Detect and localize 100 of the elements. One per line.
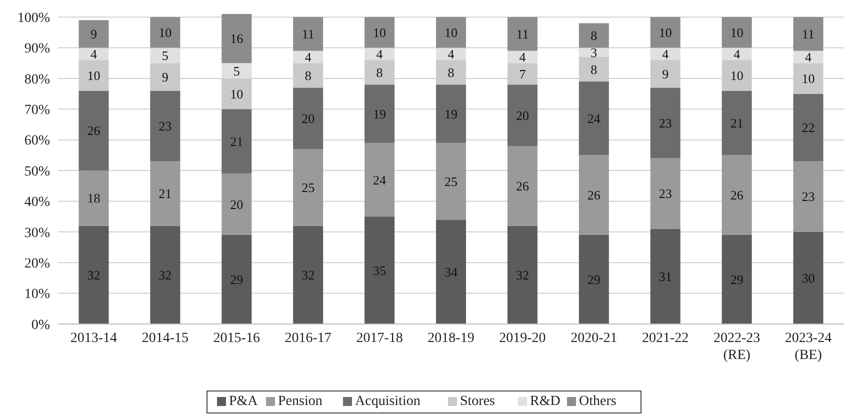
x-tick-label: 2019-20 xyxy=(499,331,546,346)
data-label: 10 xyxy=(658,24,672,40)
y-tick-label: 100% xyxy=(17,10,50,26)
data-label: 4 xyxy=(448,46,455,62)
data-label: 29 xyxy=(730,272,744,288)
bar xyxy=(150,226,180,324)
data-label: 20 xyxy=(230,196,244,212)
x-tick-label: 2023-24 (BE) xyxy=(784,331,832,363)
y-tick-label: 90% xyxy=(24,42,50,57)
data-label: 8 xyxy=(448,64,454,80)
data-label: 10 xyxy=(230,86,244,102)
data-label: 8 xyxy=(304,68,312,83)
bar xyxy=(436,48,466,60)
data-label: 25 xyxy=(302,180,315,195)
bar xyxy=(578,23,609,48)
data-label: 23 xyxy=(658,116,672,131)
bar xyxy=(650,17,680,48)
bar xyxy=(793,50,824,64)
data-label: 18 xyxy=(87,190,100,206)
bar xyxy=(722,234,752,324)
bar xyxy=(578,82,609,156)
data-label: 10 xyxy=(730,68,744,83)
legend-label: R&D xyxy=(530,394,560,409)
data-label: 10 xyxy=(87,68,100,83)
data-label: 11 xyxy=(302,26,314,42)
bar xyxy=(293,17,324,51)
data-label: 26 xyxy=(516,178,530,194)
bar xyxy=(150,90,180,162)
bar xyxy=(78,48,109,60)
data-label: 4 xyxy=(90,46,98,62)
bar xyxy=(436,17,466,48)
y-tick-label: 70% xyxy=(24,103,50,118)
data-label: 20 xyxy=(516,108,529,123)
x-tick-label: 2015-16 xyxy=(213,331,260,346)
bar xyxy=(507,50,538,64)
data-label: 21 xyxy=(158,186,172,202)
data-label: 32 xyxy=(87,267,100,282)
y-tick-label: 40% xyxy=(24,195,50,210)
y-tick-label: 30% xyxy=(24,226,50,241)
data-label: 26 xyxy=(87,123,101,138)
data-label: 8 xyxy=(376,64,383,80)
data-label: 4 xyxy=(662,46,670,62)
bar xyxy=(507,17,538,51)
bar xyxy=(293,226,324,324)
y-tick-label: 50% xyxy=(24,164,50,180)
bar xyxy=(364,216,395,324)
data-label: 8 xyxy=(590,62,598,77)
bar xyxy=(222,63,252,78)
legend-label: Acquisition xyxy=(355,394,420,409)
data-label: 21 xyxy=(230,134,244,149)
bar xyxy=(222,174,252,235)
legend-label: Stores xyxy=(460,394,495,409)
bar xyxy=(78,20,109,48)
data-label: 22 xyxy=(802,120,815,136)
data-label: 19 xyxy=(444,106,458,122)
bar xyxy=(364,84,395,143)
data-label: 32 xyxy=(158,267,172,282)
data-label: 4 xyxy=(376,46,384,62)
data-label: 25 xyxy=(444,174,458,189)
bar xyxy=(650,228,680,324)
bar xyxy=(722,17,752,48)
data-label: 26 xyxy=(730,188,744,203)
bar xyxy=(578,155,609,235)
bar xyxy=(793,17,824,51)
data-label: 23 xyxy=(658,186,672,202)
bar xyxy=(78,226,109,324)
data-label: 20 xyxy=(302,110,315,126)
data-label: 21 xyxy=(730,116,744,131)
bar xyxy=(793,94,824,162)
data-label: 24 xyxy=(587,110,601,126)
data-label: 23 xyxy=(802,189,815,204)
legend-label: P&A xyxy=(229,394,259,409)
bar xyxy=(578,234,609,324)
data-label: 9 xyxy=(90,26,97,42)
x-tick-label: 2020-21 xyxy=(570,331,618,346)
x-tick-label: 2018-19 xyxy=(428,331,474,346)
data-label: 24 xyxy=(373,172,387,188)
bar xyxy=(722,155,752,235)
bar xyxy=(78,90,109,171)
bar xyxy=(650,158,680,229)
data-label: 9 xyxy=(162,69,168,84)
data-label: 19 xyxy=(373,106,386,122)
bar xyxy=(364,142,395,217)
data-label: 16 xyxy=(230,31,244,46)
x-tick-label: 2021-22 xyxy=(642,331,689,346)
bar xyxy=(150,161,180,226)
data-label: 29 xyxy=(230,272,244,288)
bar xyxy=(507,226,538,324)
data-label: 4 xyxy=(805,50,812,65)
y-tick-label: 80% xyxy=(24,72,50,88)
bar xyxy=(436,84,466,143)
data-label: 29 xyxy=(587,272,600,288)
data-label: 3 xyxy=(590,44,598,60)
bar xyxy=(507,84,538,146)
data-label: 32 xyxy=(302,267,315,282)
bar xyxy=(293,50,324,64)
x-tick-label: 2022-23 (RE) xyxy=(713,331,760,363)
bar xyxy=(222,234,252,324)
data-label: 35 xyxy=(373,262,386,278)
data-label: 32 xyxy=(516,267,529,282)
